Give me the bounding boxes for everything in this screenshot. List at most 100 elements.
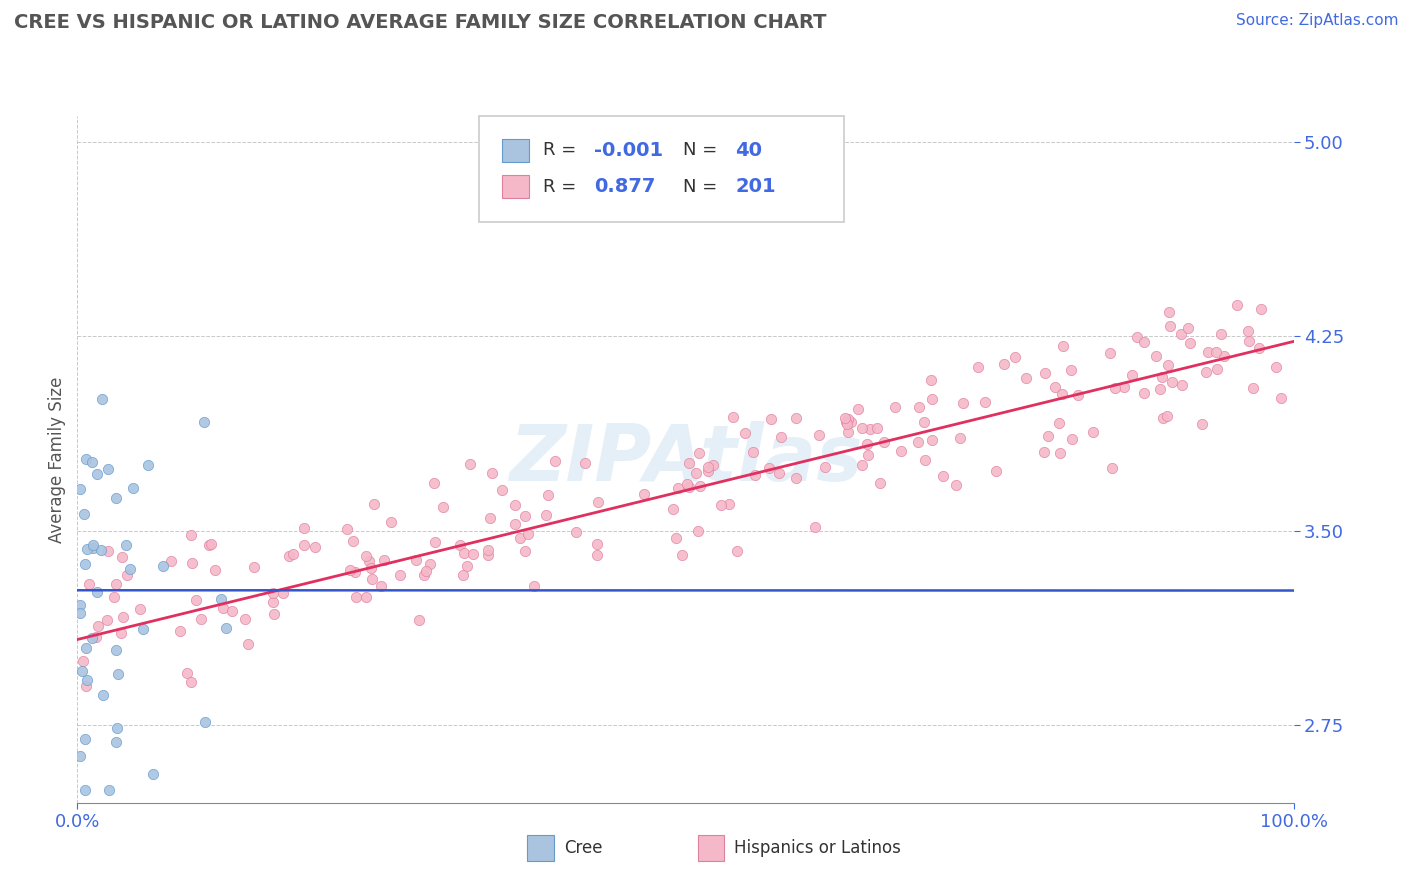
Point (423, 476, 446, 491)
Text: 0.877: 0.877 (595, 178, 655, 196)
Text: 201: 201 (735, 178, 776, 196)
Point (97, 544, 120, 558)
Point (75, 451, 97, 466)
Point (104, 577, 127, 591)
Point (945, 478, 967, 492)
Point (505, 499, 527, 513)
Point (967, 359, 990, 374)
Point (834, 411, 856, 425)
Point (1191, 417, 1213, 432)
Point (292, 538, 315, 552)
Point (110, 626, 132, 640)
Y-axis label: Average Family Size: Average Family Size (48, 376, 66, 542)
Text: N =: N = (683, 178, 723, 195)
Text: Cree: Cree (564, 839, 602, 857)
Point (1114, 379, 1136, 393)
Point (1156, 409, 1178, 423)
Point (75, 679, 97, 693)
Point (920, 373, 942, 387)
Point (513, 544, 536, 558)
Point (814, 459, 837, 474)
Text: -0.001: -0.001 (595, 141, 664, 160)
Point (1195, 365, 1218, 379)
Point (263, 607, 285, 621)
Point (190, 612, 212, 626)
Point (1050, 387, 1073, 401)
Point (837, 425, 859, 439)
Point (1083, 425, 1105, 439)
Point (1250, 301, 1272, 316)
Point (1101, 461, 1123, 475)
Point (73, 507, 96, 521)
Point (697, 464, 720, 478)
Point (200, 536, 222, 550)
Point (1249, 341, 1271, 355)
Point (873, 434, 896, 449)
Point (1015, 370, 1038, 384)
Point (1226, 298, 1249, 312)
Bar (697, 835, 724, 861)
Point (339, 563, 361, 577)
Point (96, 613, 118, 627)
Point (1004, 350, 1026, 364)
Point (1121, 368, 1143, 383)
Point (212, 601, 235, 615)
Point (759, 411, 782, 425)
Point (90, 543, 112, 558)
Point (132, 622, 155, 636)
Point (152, 558, 174, 573)
Point (451, 568, 474, 582)
Point (356, 549, 378, 564)
Bar (527, 835, 554, 861)
Point (477, 543, 499, 558)
Point (69, 607, 91, 621)
Point (481, 467, 503, 481)
Point (97, 462, 120, 476)
Point (952, 396, 974, 410)
Point (98, 782, 121, 797)
Point (415, 564, 437, 578)
Point (204, 563, 226, 577)
Point (115, 538, 138, 552)
Point (209, 592, 232, 607)
Point (82, 538, 104, 552)
Point (104, 643, 127, 657)
Point (360, 560, 382, 574)
Point (449, 538, 471, 552)
Point (419, 558, 441, 572)
Point (1241, 381, 1264, 395)
Point (890, 444, 912, 458)
Point (1157, 358, 1180, 372)
Point (696, 460, 718, 475)
Point (869, 476, 891, 491)
Point (1159, 318, 1181, 333)
Point (1270, 392, 1292, 406)
Point (354, 591, 377, 605)
Point (723, 409, 745, 424)
Point (412, 568, 434, 582)
Point (851, 421, 873, 435)
Point (1033, 444, 1056, 458)
Point (804, 520, 827, 534)
Point (856, 436, 879, 450)
Point (671, 548, 693, 562)
Text: R =: R = (543, 178, 582, 195)
Point (122, 481, 145, 495)
Point (336, 522, 359, 536)
Point (1213, 350, 1236, 364)
Point (676, 477, 699, 491)
Point (866, 420, 889, 434)
Point (883, 400, 905, 414)
Point (1043, 380, 1066, 394)
Point (1149, 382, 1171, 396)
Point (1205, 362, 1227, 376)
Point (1157, 305, 1180, 319)
Text: R =: R = (543, 141, 582, 160)
Point (105, 735, 128, 749)
Point (103, 591, 125, 605)
Point (278, 549, 301, 563)
Point (91, 688, 114, 702)
Point (73, 782, 96, 797)
Point (574, 456, 596, 470)
Point (1099, 346, 1122, 360)
